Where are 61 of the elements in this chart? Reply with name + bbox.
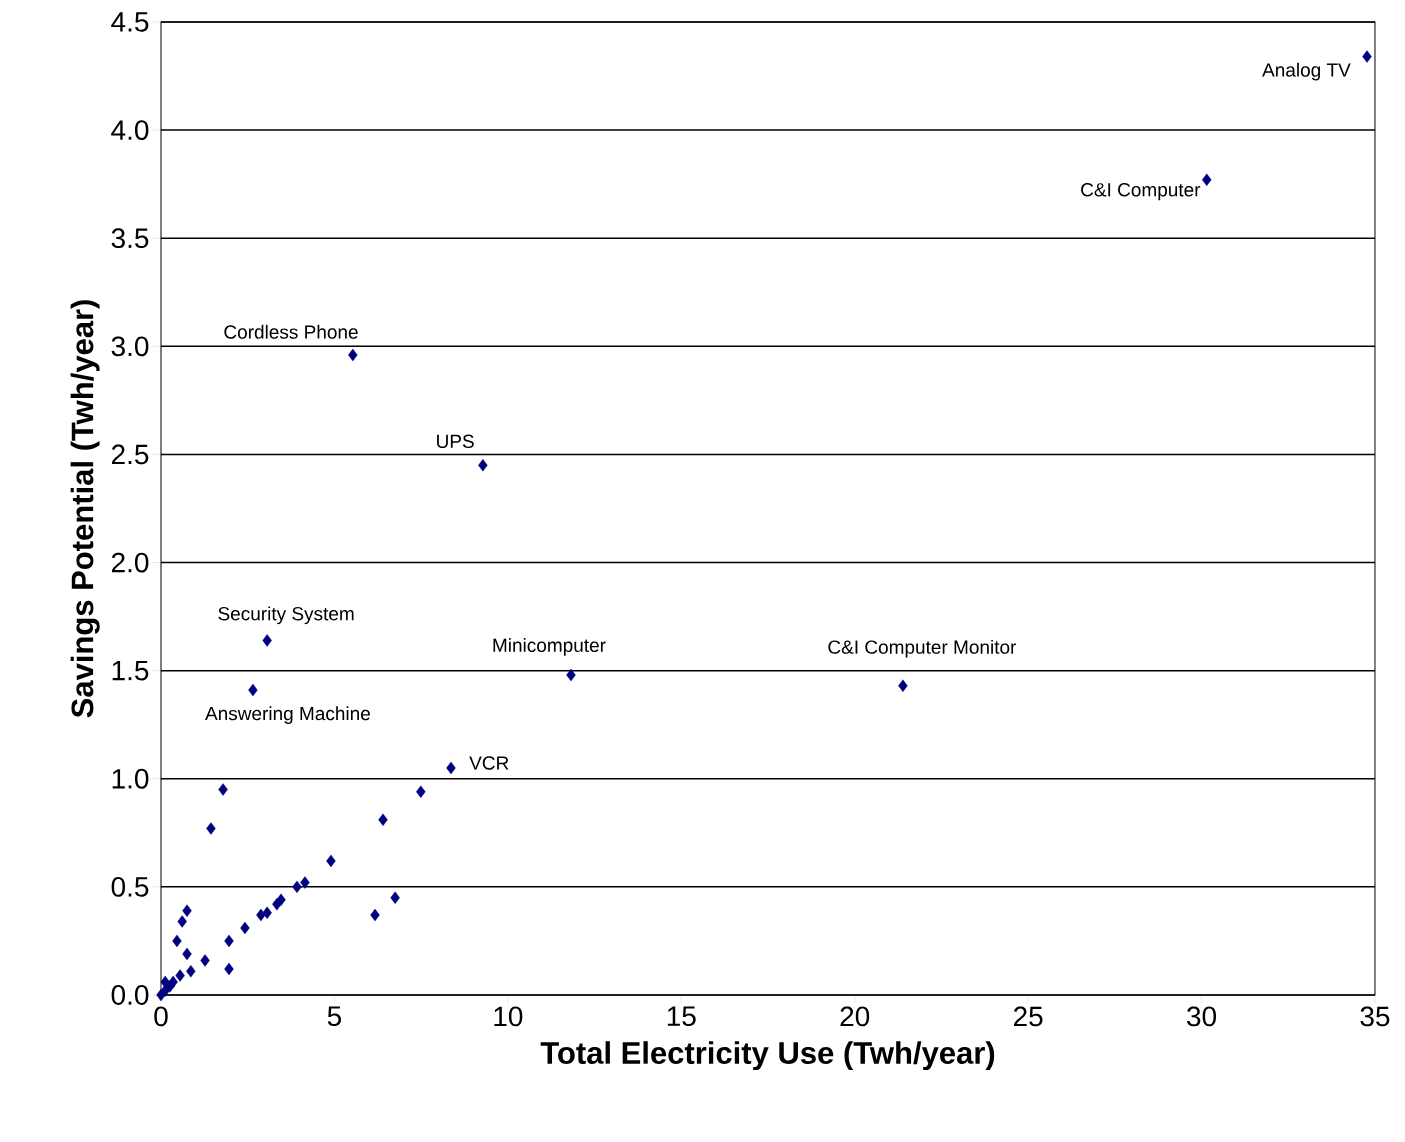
point [182, 947, 192, 961]
y-tick-label: 0.0 [111, 985, 149, 1005]
y-tick-label: 3.0 [111, 336, 149, 357]
point [370, 908, 380, 922]
point [326, 854, 336, 868]
point [206, 822, 216, 835]
point [262, 906, 272, 920]
y-tick-label: 4.0 [111, 120, 149, 140]
annotation: C&I Computer [1081, 183, 1201, 201]
annotation: Minicomputer [493, 638, 606, 656]
point [478, 459, 488, 472]
annotation: UPS [437, 434, 474, 449]
point [240, 921, 250, 935]
y-tick-label: 1.0 [112, 768, 149, 789]
point [566, 668, 576, 682]
point [248, 683, 258, 697]
x-tick-label: 20 [840, 1006, 870, 1027]
point [1362, 50, 1372, 63]
point [416, 785, 426, 798]
point [1202, 173, 1212, 187]
y-axis-title: Savings Potential (Twh/year) [70, 300, 100, 718]
annotation: VCR [469, 756, 509, 770]
point [177, 915, 187, 928]
annotation: Security System [218, 606, 354, 625]
annotation: Cordless Phone [224, 324, 358, 339]
point [156, 988, 166, 1002]
y-tick-label: 2.5 [111, 444, 149, 465]
point [165, 980, 175, 993]
point [446, 761, 456, 775]
point [224, 934, 234, 948]
point [348, 348, 358, 362]
x-tick-label: 0 [154, 1006, 168, 1027]
x-tick-label: 15 [667, 1006, 696, 1027]
point [390, 891, 400, 904]
x-tick-label: 5 [327, 1006, 342, 1027]
point [182, 904, 192, 917]
point [175, 969, 185, 982]
y-tick-label: 4.5 [111, 12, 149, 32]
y-tick-label: 3.5 [111, 228, 149, 249]
y-tick-label: 2.0 [111, 552, 149, 573]
x-tick-label: 25 [1013, 1006, 1043, 1027]
point [200, 954, 210, 967]
point [186, 965, 196, 978]
point [276, 893, 286, 907]
annotation: C&I Computer Monitor [828, 639, 1017, 658]
y-tick-label: 0.5 [111, 876, 149, 897]
point [172, 934, 182, 948]
point [218, 783, 228, 796]
annotation: Analog TV [1262, 62, 1351, 81]
annotation: Answering Machine [205, 706, 370, 725]
x-tick-label: 10 [494, 1006, 523, 1027]
point [300, 876, 310, 889]
point [292, 880, 302, 894]
y-tick-label: 1.5 [112, 660, 149, 681]
point [378, 813, 388, 827]
point [898, 679, 908, 692]
x-tick-label: 35 [1360, 1006, 1390, 1027]
x-tick-label: 30 [1187, 1006, 1217, 1027]
point [262, 634, 272, 647]
point [224, 962, 234, 976]
x-axis-title: Total Electricity Use (Twh/year) [540, 1041, 995, 1071]
